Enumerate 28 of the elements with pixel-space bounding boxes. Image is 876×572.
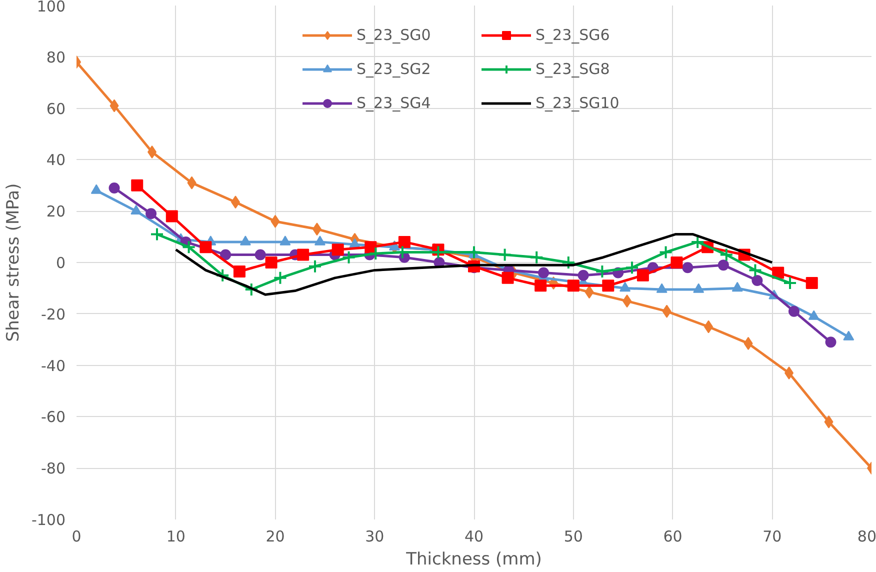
y-tick-label: 40	[46, 151, 66, 170]
x-axis-title: Thickness (mm)	[405, 550, 542, 570]
legend-label: S_23_SG2	[356, 60, 432, 78]
x-tick-label: 20	[266, 528, 285, 546]
x-tick-label: 40	[464, 528, 484, 546]
legend-label: S_23_SG6	[536, 26, 611, 44]
x-tick-label: 80	[857, 528, 876, 546]
x-tick-label: 0	[72, 528, 82, 546]
y-tick-label: -80	[41, 460, 66, 478]
x-tick-label: 50	[564, 528, 583, 546]
y-tick-label: 20	[46, 202, 66, 221]
y-tick-label: 60	[46, 100, 66, 118]
y-tick-label: -20	[41, 305, 66, 324]
y-tick-label: -100	[31, 511, 66, 529]
legend-label: S_23_SG8	[536, 60, 611, 78]
y-tick-label: 100	[36, 0, 66, 16]
y-tick-label: -40	[41, 356, 66, 375]
x-tick-label: 60	[663, 528, 682, 546]
y-tick-label: -60	[41, 408, 66, 426]
y-tick-label: 0	[56, 254, 66, 272]
y-axis-title: Shear stress (MPa)	[3, 183, 24, 342]
legend-label: S_23_SG10	[536, 94, 620, 112]
x-tick-label: 30	[365, 528, 384, 546]
legend-label: S_23_SG4	[356, 94, 432, 112]
x-tick-label: 70	[762, 528, 782, 546]
y-tick-label: 80	[46, 48, 66, 66]
legend-label: S_23_SG0	[356, 26, 432, 44]
x-tick-label: 10	[166, 528, 186, 546]
